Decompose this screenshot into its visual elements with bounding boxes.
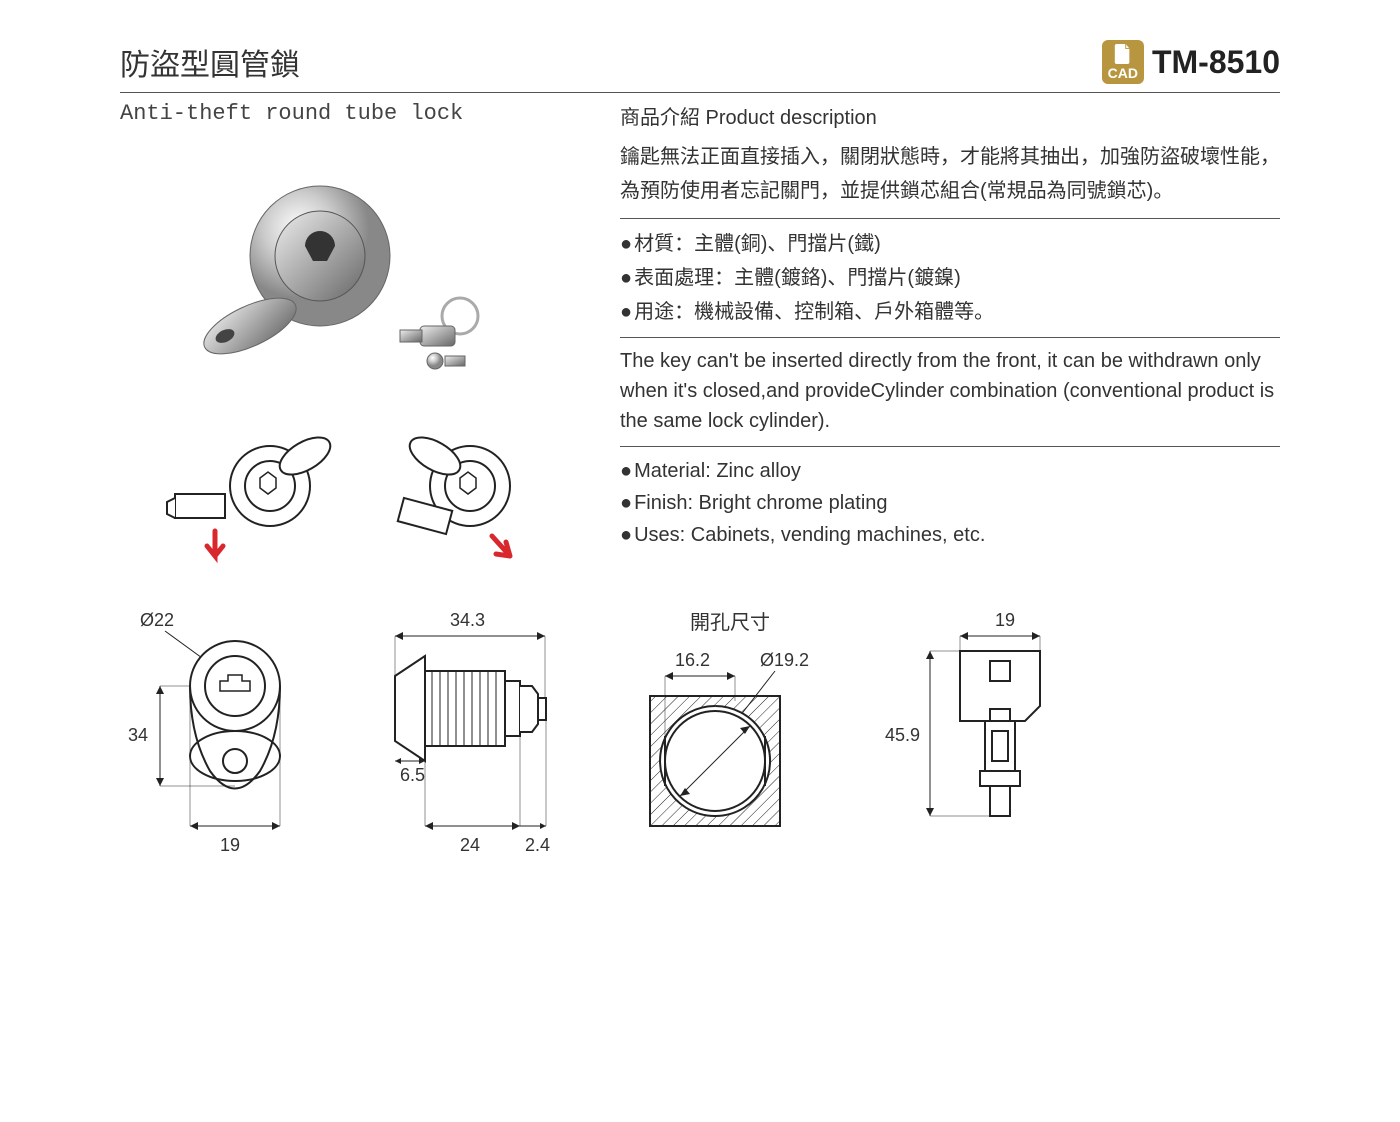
dim-hole-dia: Ø19.2 bbox=[760, 650, 809, 670]
dim-diameter: Ø22 bbox=[140, 610, 174, 630]
bullets-english: Material: Zinc alloy Finish: Bright chro… bbox=[620, 455, 1280, 551]
bullet-en-finish: Finish: Bright chrome plating bbox=[620, 487, 1280, 519]
illustration-in bbox=[380, 426, 560, 576]
description-header: 商品介紹 Product description bbox=[620, 101, 1280, 130]
product-photo bbox=[120, 126, 600, 406]
dim-height: 34 bbox=[128, 725, 148, 745]
dim-nut: 2.4 bbox=[525, 835, 550, 855]
page-header: 防盜型圓管鎖 CAD TM-8510 bbox=[120, 40, 1280, 93]
hole-size-label: 開孔尺寸 bbox=[620, 606, 840, 635]
left-column: Anti-theft round tube lock bbox=[120, 101, 600, 576]
dim-width: 19 bbox=[220, 835, 240, 855]
hole-drawing: 開孔尺寸 16.2 Ø19.2 bbox=[620, 606, 840, 846]
side-view-drawing: 34.3 6.5 24 bbox=[360, 606, 580, 871]
dim-hole-flat: 16.2 bbox=[675, 650, 710, 670]
bullet-en-uses: Uses: Cabinets, vending machines, etc. bbox=[620, 519, 1280, 551]
model-number: TM-8510 bbox=[1152, 44, 1280, 81]
cad-badge-icon: CAD bbox=[1102, 40, 1144, 84]
dim-key-width: 19 bbox=[995, 610, 1015, 630]
bullet-cn-material: 材質：主體(銅)、門擋片(鐵) bbox=[620, 227, 1280, 261]
front-view-drawing: Ø22 34 19 bbox=[120, 606, 320, 871]
bullet-cn-finish: 表面處理：主體(鍍鉻)、門擋片(鍍鎳) bbox=[620, 261, 1280, 295]
dim-total-width: 34.3 bbox=[450, 610, 485, 630]
title-chinese: 防盜型圓管鎖 bbox=[120, 40, 300, 84]
bullets-chinese: 材質：主體(銅)、門擋片(鐵) 表面處理：主體(鍍鉻)、門擋片(鍍鎳) 用途：機… bbox=[620, 227, 1280, 338]
key-drawing: 19 45.9 bbox=[880, 606, 1060, 851]
illustration-row bbox=[120, 426, 600, 576]
description-chinese: 鑰匙無法正面直接插入，關閉狀態時，才能將其抽出，加強防盜破壞性能，為預防使用者忘… bbox=[620, 140, 1280, 219]
dim-flange: 6.5 bbox=[400, 765, 425, 785]
dim-key-height: 45.9 bbox=[885, 725, 920, 745]
right-column: 商品介紹 Product description 鑰匙無法正面直接插入，關閉狀態… bbox=[620, 101, 1280, 576]
bullet-cn-uses: 用途：機械設備、控制箱、戶外箱體等。 bbox=[620, 295, 1280, 329]
title-english: Anti-theft round tube lock bbox=[120, 101, 620, 126]
model-box: CAD TM-8510 bbox=[1102, 40, 1280, 84]
dim-body: 24 bbox=[460, 835, 480, 855]
main-content: Anti-theft round tube lock bbox=[120, 101, 1280, 576]
description-english: The key can't be inserted directly from … bbox=[620, 346, 1280, 447]
bullet-en-material: Material: Zinc alloy bbox=[620, 455, 1280, 487]
cad-label: CAD bbox=[1108, 66, 1138, 80]
illustration-out bbox=[160, 426, 340, 576]
technical-drawings-row: Ø22 34 19 34.3 bbox=[120, 606, 1280, 871]
